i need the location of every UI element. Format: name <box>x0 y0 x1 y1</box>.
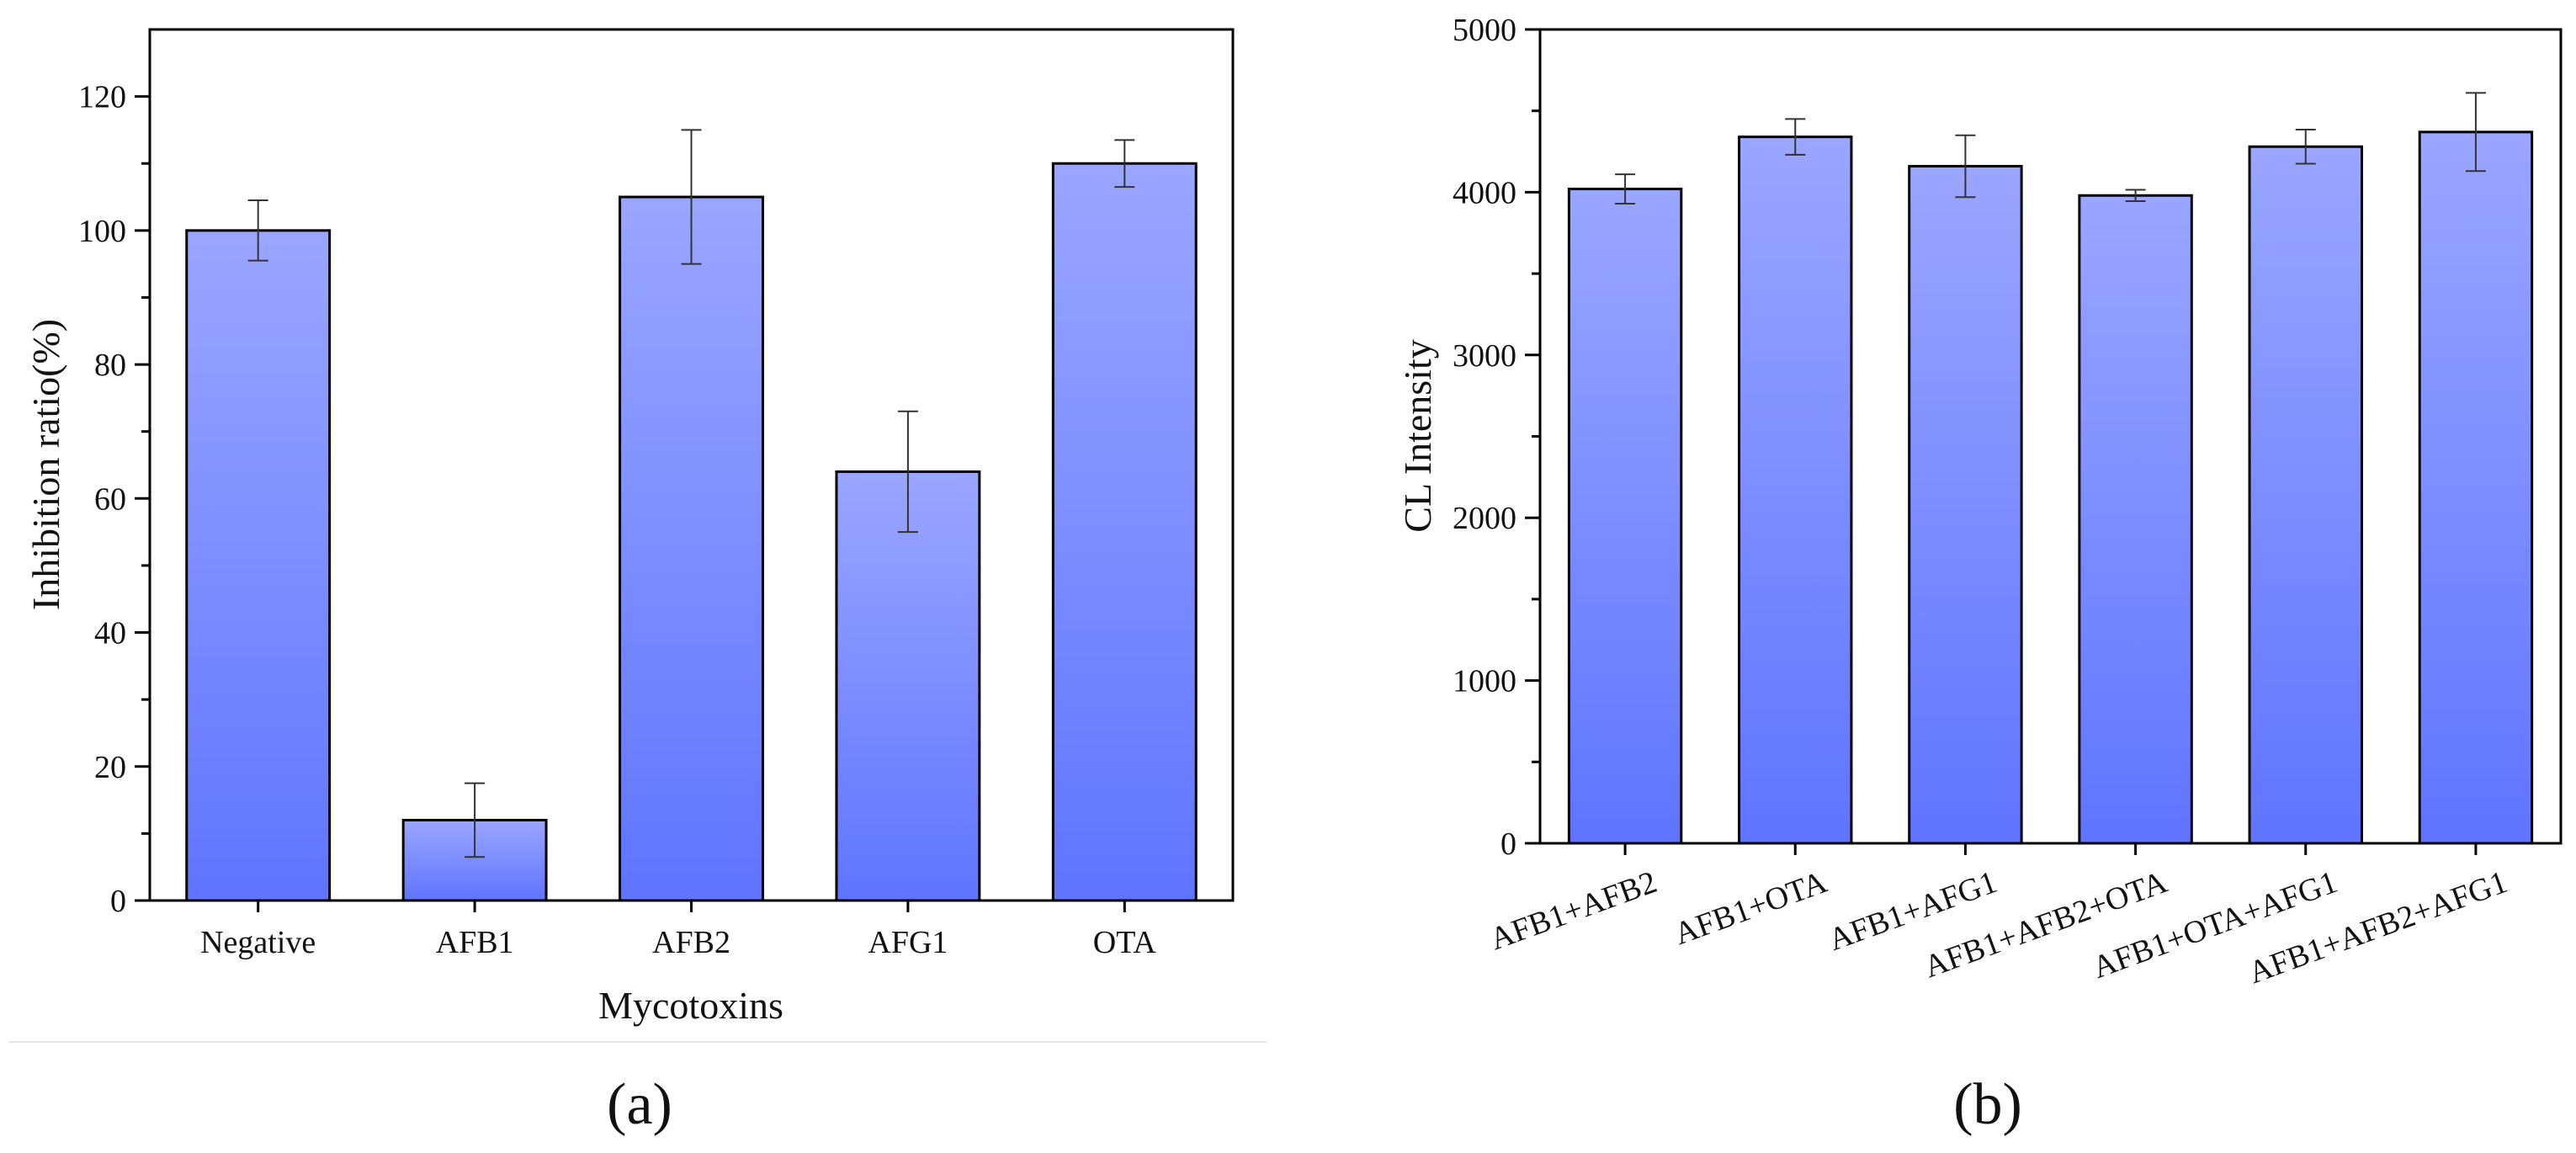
y-axis-label-b: CL Intensity <box>1396 339 1439 533</box>
error-bar <box>2295 128 2316 165</box>
bar-afb1-ota <box>1738 135 1853 845</box>
error-bar <box>1615 173 1636 205</box>
y-tick-label: 0 <box>1500 826 1516 862</box>
chart-panel-b: 0 1000 2000 3000 4000 5000 AFB1+AFB2 AFB1+OTAA… <box>1396 13 2563 1137</box>
panel-label-a: (a) <box>607 1072 672 1137</box>
x-tick-label: AFB1 <box>436 925 514 960</box>
y-tick-label: 20 <box>94 750 126 785</box>
y-tick-label: 100 <box>78 214 126 249</box>
bar-afg1 <box>835 470 981 902</box>
y-axis-label-a: Inhibition ratio(%) <box>24 319 67 610</box>
y-axis-ticks-b: 0 1000 2000 3000 4000 5000 <box>1453 13 1540 862</box>
x-axis-label-a: Mycotoxins <box>598 984 783 1027</box>
error-bars-a <box>247 129 1135 858</box>
y-tick-label: 40 <box>94 616 126 651</box>
bar-afb1-ota-afg1 <box>2248 145 2363 845</box>
error-bar <box>465 782 486 858</box>
bar-negative <box>185 229 332 902</box>
bar-series-b <box>1567 130 2534 845</box>
y-tick-label: 80 <box>94 348 126 383</box>
error-bar <box>2465 92 2486 173</box>
x-tick-label: AFB1+OTA <box>1670 864 1832 952</box>
bar-afb1-afg1 <box>1908 164 2023 845</box>
bar-afb1-afb2 <box>1567 188 1683 845</box>
x-tick-label: OTA <box>1093 925 1157 960</box>
x-tick-label: Negative <box>200 925 316 960</box>
bar-afb1-afb2-afg1 <box>2418 130 2534 845</box>
error-bars-b <box>1615 92 2486 205</box>
y-tick-label: 2000 <box>1453 501 1516 536</box>
x-axis-ticks-a: Negative AFB1 AFB2 AFG1 OTA <box>200 901 1156 960</box>
panel-label-b: (b) <box>1953 1072 2022 1137</box>
error-bar <box>2125 189 2146 203</box>
y-tick-label: 1000 <box>1453 664 1516 699</box>
bar-ota <box>1051 162 1198 902</box>
bar-series-a <box>185 162 1198 902</box>
y-tick-label: 5000 <box>1453 13 1516 48</box>
error-bar <box>681 129 702 265</box>
y-tick-label: 120 <box>78 80 126 115</box>
x-axis-ticks-b: AFB1+AFB2 AFB1+OTAAFB1+AFG1AFB1+AFB2+OTAA… <box>1485 843 2512 991</box>
bar-afb2 <box>619 195 764 902</box>
x-tick-label: AFB1+AFB2 <box>1485 864 1661 957</box>
error-bar <box>247 199 268 262</box>
y-tick-label: 60 <box>94 481 126 517</box>
y-axis-ticks-a: 0 20 40 60 80 100 120 <box>78 80 150 919</box>
error-bar <box>1955 134 1976 199</box>
error-bar <box>1785 118 1806 156</box>
y-tick-label: 0 <box>110 884 126 919</box>
x-tick-label: AFB2 <box>652 925 730 960</box>
bar-afb1-afb2-ota <box>2078 194 2193 845</box>
plot-frame-b <box>1538 28 2563 845</box>
x-tick-label: AFG1 <box>868 925 948 960</box>
error-bar <box>1114 139 1135 189</box>
y-tick-label: 4000 <box>1453 175 1516 210</box>
y-tick-label: 3000 <box>1453 338 1516 374</box>
error-bar <box>897 410 918 534</box>
